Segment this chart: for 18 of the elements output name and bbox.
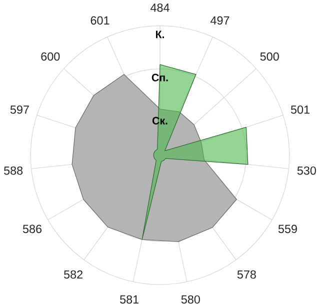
spoke-label: 597 bbox=[10, 105, 29, 114]
spoke-label: 601 bbox=[90, 16, 110, 25]
spoke-label: 586 bbox=[22, 224, 42, 234]
spoke-label: 530 bbox=[297, 166, 316, 175]
spoke-label: 500 bbox=[260, 52, 279, 61]
spoke-label: 497 bbox=[210, 16, 230, 25]
y-tick-label: Сп. bbox=[152, 74, 168, 82]
y-tick-label: Ск. bbox=[152, 116, 168, 124]
spoke-label: 588 bbox=[4, 166, 23, 175]
spoke-label: 578 bbox=[237, 270, 256, 279]
spoke-label: 501 bbox=[290, 105, 310, 114]
spoke-label: 600 bbox=[41, 52, 60, 61]
spoke-label: 582 bbox=[64, 270, 82, 279]
spoke-label: 484 bbox=[150, 3, 170, 12]
spoke-label: 581 bbox=[120, 295, 139, 304]
spoke-label: 580 bbox=[181, 295, 200, 304]
y-tick-label: К. bbox=[156, 30, 164, 38]
spoke-label: 559 bbox=[278, 224, 297, 234]
